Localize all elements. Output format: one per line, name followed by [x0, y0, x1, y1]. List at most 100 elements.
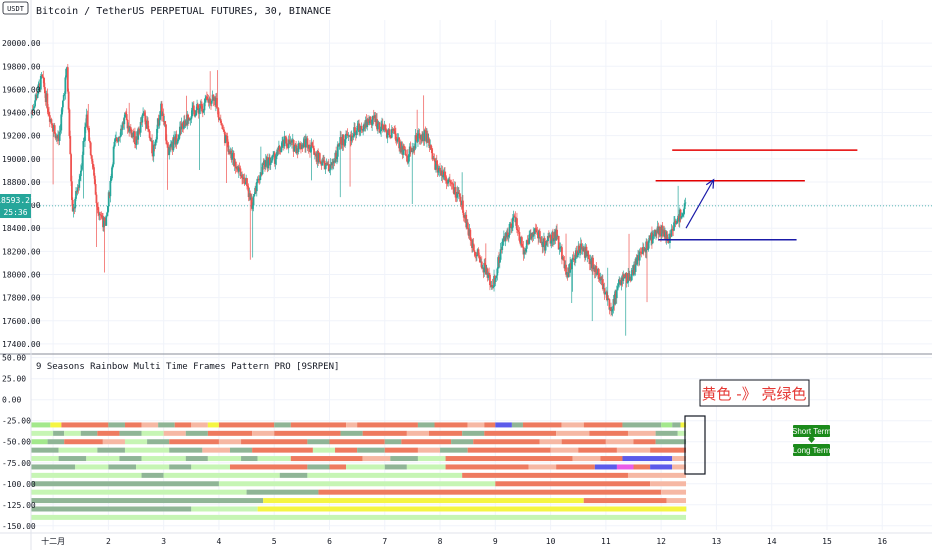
heatmap-cell	[141, 472, 164, 478]
candle-body	[50, 119, 53, 124]
candle-body	[674, 220, 677, 224]
time-tick-label: 9	[493, 537, 498, 546]
candle-body	[58, 131, 61, 141]
candle-body	[196, 104, 199, 109]
heatmap-cell	[124, 439, 148, 445]
candle-body	[431, 153, 434, 160]
candle-body	[517, 230, 520, 233]
candle-body	[273, 152, 276, 164]
candle-body	[354, 127, 356, 133]
candle-body	[271, 155, 274, 161]
candle-body	[444, 177, 447, 181]
candle-body	[264, 160, 267, 167]
candle-body	[181, 123, 184, 127]
candle-body	[661, 225, 664, 234]
candle-body	[360, 125, 363, 130]
candle-body	[338, 144, 341, 147]
candle-body	[684, 202, 687, 204]
candle-body	[446, 183, 449, 185]
candle-body	[459, 196, 462, 202]
annotation-box[interactable]	[699, 379, 810, 407]
heatmap-cell	[329, 439, 385, 445]
candle-body	[299, 143, 302, 149]
candle-body	[550, 240, 553, 244]
heatmap-cell	[346, 464, 385, 470]
candle-body	[516, 218, 518, 231]
chart-title: Bitcoin / TetherUS PERPETUAL FUTURES, 30…	[36, 6, 331, 17]
candle-body	[511, 217, 514, 228]
time-axis[interactable]: 十二月 2 3 4 5 6 7 8 9 10 11 12 13 14 15 16	[41, 536, 887, 546]
candle-body	[105, 215, 108, 226]
candle-body	[437, 170, 440, 173]
heatmap-cell	[583, 422, 623, 428]
heatmap-cell	[484, 430, 557, 436]
candle-body	[268, 157, 271, 165]
candle-body	[68, 109, 71, 137]
candle-body	[642, 247, 645, 251]
heatmap-cell	[31, 514, 687, 520]
highlight-box[interactable]	[684, 415, 706, 475]
heatmap-cell	[108, 422, 125, 428]
heatmap-cell	[50, 422, 62, 428]
heatmap-cell	[75, 464, 109, 470]
candle-body	[611, 308, 614, 311]
candle-body	[276, 149, 279, 156]
heatmap-cell	[318, 489, 662, 495]
candle-body	[349, 135, 351, 137]
candle-body	[436, 164, 439, 173]
short-term-badge[interactable]	[793, 425, 830, 437]
heatmap-cell	[346, 422, 358, 428]
candle-body	[390, 137, 392, 139]
candle-body	[423, 130, 426, 141]
candle-body	[99, 214, 102, 216]
candle-body	[539, 237, 542, 243]
time-tick-label: 8	[438, 537, 443, 546]
trend-arrow-head	[705, 178, 715, 189]
candle-body	[189, 119, 192, 121]
candle-body	[570, 259, 573, 270]
candle-body	[523, 250, 526, 255]
candle-body	[36, 93, 39, 98]
candle-body	[345, 133, 347, 140]
candle-body	[444, 171, 446, 178]
time-tick-label: 5	[272, 537, 277, 546]
candle-body	[312, 146, 315, 149]
candle-body	[139, 121, 142, 133]
term-connector	[808, 435, 815, 443]
candle-body	[491, 285, 494, 288]
indicator-axis[interactable]: 50.00 25.00 0.00 -25.00 -50.00 -75.00 -100.00 -…	[2, 354, 36, 531]
trend-arrow-line[interactable]	[685, 179, 715, 229]
candle-body	[222, 129, 225, 130]
candle-body	[487, 273, 490, 278]
candle-body	[162, 113, 165, 122]
candle-body	[379, 131, 382, 133]
heatmap-cell	[252, 430, 275, 436]
candle-body	[238, 167, 241, 169]
heatmap-cell	[362, 456, 391, 462]
heatmap-cell	[202, 447, 230, 453]
heatmap-cell	[661, 489, 687, 495]
candle-body	[328, 169, 331, 172]
currency-badge[interactable]	[2, 1, 29, 15]
heatmap-cell	[467, 422, 485, 428]
candle-body	[496, 268, 499, 276]
candle-body	[69, 136, 72, 155]
heatmap-cell	[406, 464, 446, 470]
grid	[0, 20, 932, 534]
candle-body	[406, 155, 409, 163]
candle-body	[252, 196, 255, 206]
time-tick-label: 6	[327, 537, 332, 546]
candle-body	[47, 108, 50, 113]
candle-body	[93, 167, 95, 176]
candle-body	[625, 272, 628, 283]
candle-body	[526, 240, 529, 243]
candle-body	[44, 87, 46, 94]
heatmap-cell	[627, 430, 656, 436]
long-term-badge[interactable]	[793, 444, 830, 456]
candle-body	[574, 258, 576, 261]
candle-body	[358, 129, 361, 132]
candle-body	[394, 133, 397, 141]
candle-body	[388, 129, 391, 136]
candle-body	[597, 269, 600, 279]
candle-body	[608, 299, 611, 310]
